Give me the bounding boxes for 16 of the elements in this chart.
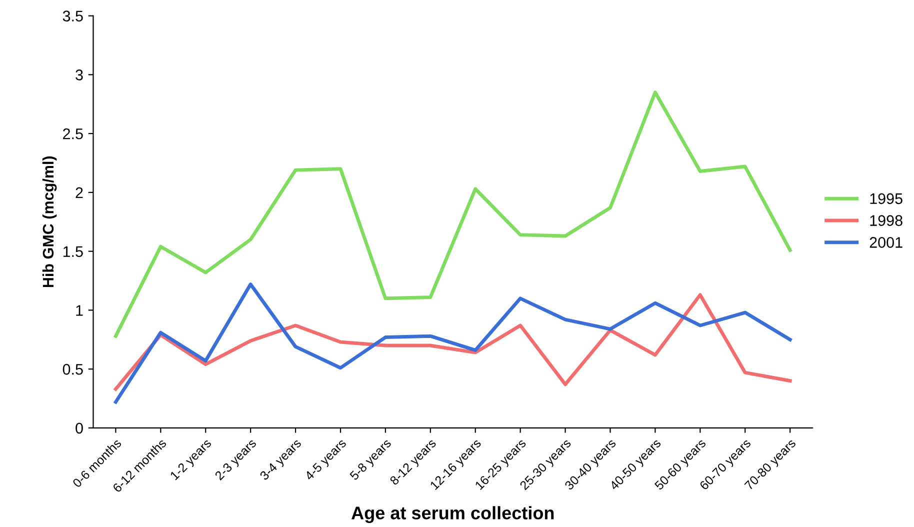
legend-label: 1995 xyxy=(870,193,902,204)
line-series xyxy=(114,293,792,391)
line-series xyxy=(114,282,792,404)
legend-label: 2001 xyxy=(870,237,902,248)
x-axis-title: Age at serum collection xyxy=(352,506,554,524)
line-series xyxy=(114,90,792,338)
y-axis-title: Hib GMC (mcg/ml) xyxy=(42,156,57,288)
y-tick-label: 1.5 xyxy=(63,246,83,257)
y-tick-label: 2.5 xyxy=(63,128,83,140)
y-tick-label: 0 xyxy=(76,422,83,434)
y-tick-label: 3.5 xyxy=(62,10,83,22)
y-tick-label: 1 xyxy=(76,305,83,316)
y-tick-label: 0.5 xyxy=(62,364,83,375)
y-tick-label: 2 xyxy=(76,187,83,198)
legend-label: 1998 xyxy=(870,215,902,226)
y-tick-label: 3 xyxy=(76,70,83,80)
